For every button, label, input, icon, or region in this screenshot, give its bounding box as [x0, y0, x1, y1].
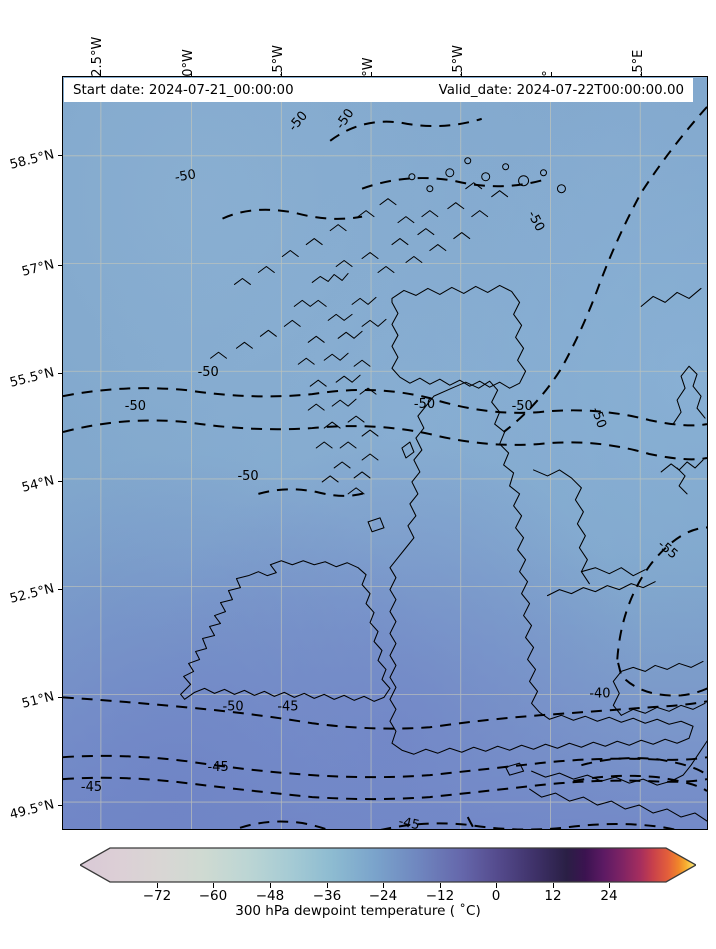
colorbar[interactable] [80, 847, 696, 883]
dewpoint-contours [63, 106, 707, 829]
colorbar-tick-mark [383, 883, 385, 888]
lat-tick-label: 52.5°N [8, 581, 56, 607]
lat-tick-mark [58, 481, 62, 483]
coastlines [180, 157, 707, 822]
colorbar-tick-label: 24 [600, 888, 618, 904]
colorbar-tick-mark [440, 883, 442, 888]
lon-tick-mark [461, 72, 463, 76]
field-shading [63, 77, 707, 829]
contour-labels: -50 -50 -50 -50 -50 -50 -50 -50 -50 -50 … [81, 106, 680, 829]
colorbar-tick-mark [327, 883, 329, 888]
coastline-belgium-netherlands [620, 702, 706, 716]
coastline-france-channel [529, 788, 707, 822]
colorbar-tick-mark [609, 883, 611, 888]
lat-tick-mark [58, 805, 62, 807]
colorbar-tick-label: 0 [491, 888, 501, 904]
colorbar-tick-label: −36 [312, 888, 342, 904]
lon-tick-mark [100, 72, 102, 76]
coastline-scotland-north [391, 284, 527, 389]
coastline-isle-of-man [401, 441, 415, 459]
lon-tick-mark [281, 72, 283, 76]
lat-tick-label: 49.5°N [8, 797, 56, 823]
colorbar-tick-mark [553, 883, 555, 888]
svg-text:-50: -50 [237, 469, 258, 484]
lon-tick-mark [371, 72, 373, 76]
coastline-ireland [180, 560, 391, 702]
lat-tick-label: 54°N [20, 473, 56, 496]
valid-date-label: Valid_date: 2024-07-22T00:00:00.00 [438, 82, 684, 98]
svg-text:-45: -45 [277, 699, 298, 714]
coastline-denmark-fragment [676, 467, 688, 495]
colorbar-tick-label: −60 [198, 888, 228, 904]
colorbar-title: 300 hPa dewpoint temperature ( ˚C) [235, 903, 481, 919]
svg-text:-45: -45 [208, 760, 229, 775]
coastline-great-britain [389, 380, 694, 755]
lat-tick-label: 57°N [20, 257, 56, 280]
svg-text:-50: -50 [125, 399, 146, 414]
colorbar-tick-mark [213, 883, 215, 888]
svg-text:-50: -50 [414, 397, 435, 412]
lat-tick-label: 58.5°N [8, 147, 56, 173]
lat-tick-label: 55.5°N [8, 365, 56, 391]
colorbar-tick-label: −24 [368, 888, 398, 904]
start-date-label: Start date: 2024-07-21_00:00:00 [73, 82, 294, 98]
colorbar-swatch [80, 847, 696, 883]
map-plot-area[interactable]: -50 -50 -50 -50 -50 -50 -50 -50 -50 -50 … [62, 76, 708, 830]
graticule [63, 77, 707, 829]
coastline-denmark-isles [660, 459, 704, 473]
colorbar-tick-label: −72 [142, 888, 172, 904]
colorbar-svg [80, 847, 696, 883]
colorbar-tick-label: −48 [255, 888, 285, 904]
colorbar-tick-mark [496, 883, 498, 888]
svg-text:-50: -50 [588, 405, 609, 430]
lat-tick-label: 51°N [20, 689, 56, 712]
lat-tick-mark [58, 373, 62, 375]
lat-tick-mark [58, 589, 62, 591]
svg-text:-45: -45 [397, 814, 421, 829]
coastline-france-north [531, 740, 707, 786]
coastline-netherlands-north [612, 660, 704, 716]
coastline-jutland [672, 365, 706, 425]
colorbar-tick-label: −12 [425, 888, 455, 904]
lon-tick-mark [641, 72, 643, 76]
lat-tick-mark [58, 265, 62, 267]
coastline-norway-sw [640, 287, 702, 307]
coastline-the-wash [580, 567, 646, 577]
svg-text:-50: -50 [174, 167, 197, 185]
colorbar-tick-mark [157, 883, 159, 888]
svg-text:-50: -50 [512, 399, 533, 414]
coastline-isle-of-wight [505, 762, 525, 776]
svg-text:-50: -50 [198, 365, 219, 380]
coastline-scottish-isles [210, 182, 509, 495]
coastline-anglesey [367, 517, 385, 533]
lon-tick-mark [551, 72, 553, 76]
svg-text:-45: -45 [81, 780, 102, 795]
coastline-orkney-shetland [408, 157, 566, 194]
coastline-uk-east [533, 469, 590, 585]
svg-text:-40: -40 [589, 686, 610, 701]
map-svg: -50 -50 -50 -50 -50 -50 -50 -50 -50 -50 … [63, 77, 707, 829]
date-banner: Start date: 2024-07-21_00:00:00 Valid_da… [64, 78, 693, 102]
lat-tick-mark [58, 697, 62, 699]
lat-tick-mark [58, 155, 62, 157]
lon-tick-mark [191, 72, 193, 76]
svg-text:-50: -50 [223, 699, 244, 714]
colorbar-tick-mark [270, 883, 272, 888]
colorbar-tick-label: 12 [544, 888, 562, 904]
